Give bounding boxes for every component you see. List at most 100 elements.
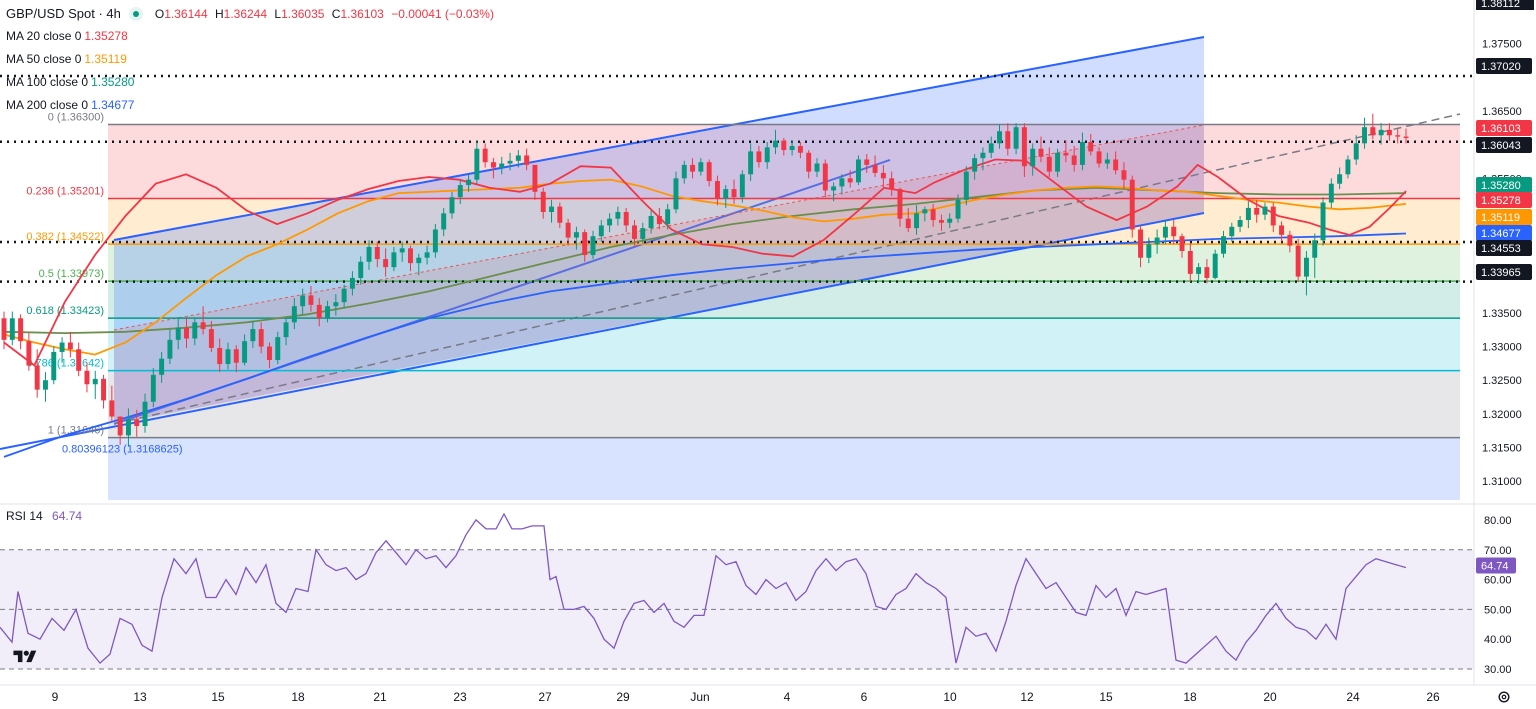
indicator-ma50[interactable]: MA 50 close 0 1.35119 — [6, 48, 494, 71]
candle-body — [391, 252, 397, 268]
rsi-tick-label: 50.00 — [1484, 604, 1512, 616]
fib-zone — [108, 370, 1460, 438]
candle-body — [532, 164, 538, 192]
candle — [308, 286, 314, 312]
candle — [1071, 146, 1077, 172]
candle-body — [101, 378, 107, 401]
candle — [1295, 238, 1301, 282]
candle-body — [474, 148, 480, 180]
candle — [1013, 123, 1019, 155]
candle-body — [1096, 151, 1102, 164]
candle — [1146, 237, 1152, 264]
channel-lower-line — [0, 212, 1205, 450]
candle — [383, 248, 389, 277]
gear-icon[interactable] — [1497, 690, 1511, 704]
ma50-line — [3, 178, 1407, 356]
price-badge: 1.34553 — [1476, 240, 1532, 256]
candle — [1104, 152, 1110, 169]
candle-body — [225, 349, 231, 365]
price-top-badge-text: 1.38112 — [1481, 0, 1520, 10]
candle-body — [449, 197, 455, 214]
indicator-ma20[interactable]: MA 20 close 0 1.35278 — [6, 25, 494, 48]
rsi-legend[interactable]: RSI 14 64.74 — [6, 509, 82, 523]
candle-body — [1138, 229, 1144, 258]
candle — [474, 140, 480, 184]
symbol-title[interactable]: GBP/USD Spot · 4h — [6, 6, 121, 21]
candle — [43, 372, 48, 402]
candle-body — [399, 248, 405, 253]
candle-body — [872, 164, 878, 173]
candle — [1121, 162, 1127, 190]
candle — [1113, 151, 1119, 175]
rsi-badge-bg — [1476, 557, 1516, 574]
candle-body — [963, 171, 969, 200]
candle-body — [914, 213, 920, 229]
indicator-ma100[interactable]: MA 100 close 0 1.35280 — [6, 71, 494, 94]
candle-body — [499, 163, 505, 168]
candle — [681, 160, 687, 184]
candle — [598, 220, 604, 242]
candle-body — [1386, 129, 1392, 136]
candle — [250, 320, 256, 348]
candle — [1129, 175, 1135, 238]
candle-body — [1370, 127, 1376, 136]
channel-upper-line — [113, 36, 1205, 241]
candle — [175, 316, 181, 350]
candle — [980, 147, 986, 171]
fib-zone — [108, 124, 1460, 199]
candle — [1005, 123, 1011, 156]
candle-body — [275, 337, 281, 361]
candle — [300, 288, 306, 315]
candle — [1362, 117, 1367, 149]
candle-body — [930, 209, 936, 221]
ohlc-high-value: 1.36244 — [223, 7, 268, 21]
fib-level-label: 0.5 (1.33973) — [39, 268, 104, 280]
indicator-ma200[interactable]: MA 200 close 0 1.34677 — [6, 94, 494, 117]
candle — [1237, 216, 1243, 233]
fib-zone — [108, 244, 1460, 282]
candle — [797, 141, 803, 159]
candle-body — [51, 351, 57, 381]
candle — [1162, 220, 1168, 245]
candle — [266, 342, 272, 369]
candle-body — [855, 159, 861, 183]
candle — [855, 155, 861, 186]
price-badge: 1.35278 — [1476, 192, 1532, 208]
candle — [615, 206, 621, 226]
candle-body — [748, 151, 754, 175]
fib-zone — [108, 198, 1460, 245]
candle-body — [1378, 129, 1384, 136]
tradingview-logo-icon[interactable] — [12, 648, 38, 666]
price-tick-label: 1.37500 — [1482, 39, 1522, 51]
time-tick-label: 23 — [453, 690, 467, 704]
candle-body — [1179, 236, 1185, 252]
price-badge: 1.34677 — [1476, 225, 1532, 241]
candle-body — [175, 327, 181, 340]
candle — [1204, 259, 1210, 284]
candle-body — [233, 349, 239, 363]
candle — [748, 143, 754, 182]
candle-body — [797, 146, 803, 153]
price-badge-bg — [1476, 177, 1532, 193]
fib-extra-label: 0.80396123 (1.3168625) — [62, 444, 183, 456]
candle-body — [316, 304, 322, 319]
candle-body — [192, 322, 198, 339]
candle — [1221, 230, 1226, 258]
candle — [1262, 202, 1268, 221]
price-tick-label: 1.33500 — [1482, 308, 1522, 320]
candle — [731, 179, 737, 204]
time-tick-label: 20 — [1263, 690, 1277, 704]
candle-body — [1320, 202, 1326, 241]
candle-body — [1187, 251, 1193, 274]
candle-body — [997, 131, 1002, 144]
candle — [325, 300, 331, 323]
candle-body — [1303, 257, 1309, 277]
candle — [1403, 128, 1409, 144]
candle — [1055, 148, 1061, 177]
price-badge-bg — [1476, 192, 1532, 208]
candle — [648, 210, 654, 234]
candle-body — [922, 209, 928, 214]
candle — [922, 206, 928, 222]
candle-body — [781, 140, 787, 151]
